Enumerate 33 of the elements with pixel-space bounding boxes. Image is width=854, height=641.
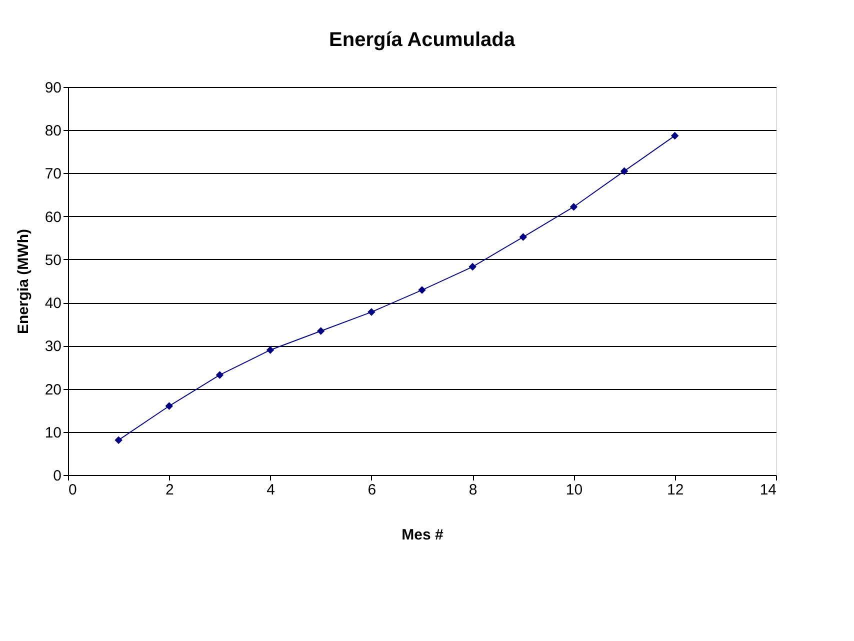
x-tick-label: 8 [468, 482, 478, 498]
x-tick-label: 10 [566, 482, 583, 498]
x-axis-title: Mes # [402, 526, 444, 544]
x-tick-label: 14 [760, 482, 776, 498]
point [216, 371, 224, 379]
y-tick-label: 80 [44, 122, 62, 140]
y-tick-label: 30 [44, 338, 62, 356]
point [468, 262, 476, 271]
y-tick-label: 90 [44, 80, 62, 96]
point [316, 327, 325, 335]
chart-title: Energía Acumulada [329, 29, 516, 51]
y-tick-label: 70 [44, 166, 62, 183]
y-tick-label: 60 [44, 208, 62, 226]
point [114, 436, 122, 444]
point [519, 233, 528, 241]
y-tick-label: 20 [44, 381, 62, 398]
x-tick-label: 12 [667, 482, 684, 498]
y-tick-label: 40 [44, 295, 62, 312]
x-tick-label: 0 [68, 482, 77, 498]
point [266, 346, 274, 354]
point [165, 402, 174, 410]
x-tick-label: 2 [165, 482, 174, 498]
point [418, 286, 426, 294]
y-axis-title: Energia (MWh) [14, 229, 32, 334]
point [368, 308, 376, 316]
x-tick-label: 4 [266, 482, 275, 498]
y-tick-label: 10 [44, 424, 62, 442]
x-tick-label: 6 [368, 482, 376, 498]
point [570, 202, 578, 211]
y-tick-label: 0 [53, 468, 62, 484]
point [620, 167, 628, 175]
y-tick-label: 50 [44, 252, 62, 269]
point [670, 132, 679, 140]
